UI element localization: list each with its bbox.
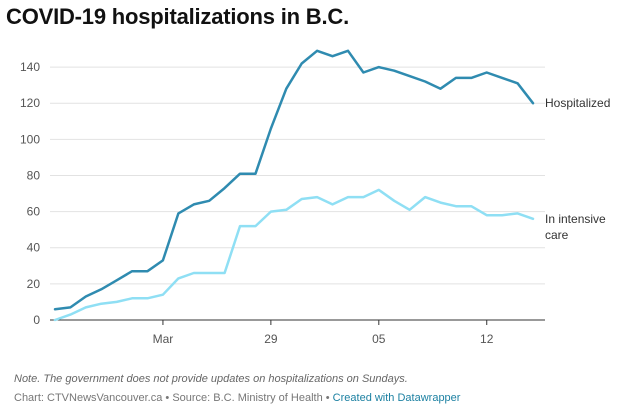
chart-source: Chart: CTVNewsVancouver.ca • Source: B.C…	[14, 392, 460, 404]
x-tick-label-29: 29	[264, 332, 278, 346]
source-text: Chart: CTVNewsVancouver.ca • Source: B.C…	[14, 392, 333, 404]
x-axis: Mar 29 05 12	[50, 319, 545, 346]
x-tick-label-Mar: Mar	[153, 332, 174, 346]
gridlines	[50, 66, 545, 285]
y-tick-label-100: 100	[20, 132, 40, 146]
series-label-intensive-care-line-0: In intensive	[545, 212, 606, 226]
y-tick-label-40: 40	[27, 241, 41, 255]
series-labels: Hospitalized In intensive care	[545, 96, 610, 242]
datawrapper-link[interactable]: Created with Datawrapper	[332, 392, 461, 404]
y-tick-label-120: 120	[20, 96, 40, 110]
series-line-intensive-care	[53, 188, 535, 322]
y-tick-label-0: 0	[33, 313, 40, 327]
chart-note: Note. The government does not provide up…	[14, 373, 408, 385]
chart-title: COVID-19 hospitalizations in B.C.	[6, 4, 349, 29]
y-tick-label-140: 140	[20, 60, 40, 74]
x-tick-label-12: 12	[480, 332, 494, 346]
y-axis-ticks: 0 20 40 60 80 100 120 140	[20, 60, 40, 327]
y-tick-label-60: 60	[27, 205, 41, 219]
x-tick-label-05: 05	[372, 332, 386, 346]
series-line-hospitalized	[53, 49, 535, 311]
series-label-hospitalized-line-0: Hospitalized	[545, 96, 610, 110]
y-tick-label-20: 20	[27, 277, 41, 291]
y-tick-label-80: 80	[27, 168, 41, 182]
series-label-intensive-care-line-1: care	[545, 228, 569, 242]
series-lines	[53, 49, 535, 322]
